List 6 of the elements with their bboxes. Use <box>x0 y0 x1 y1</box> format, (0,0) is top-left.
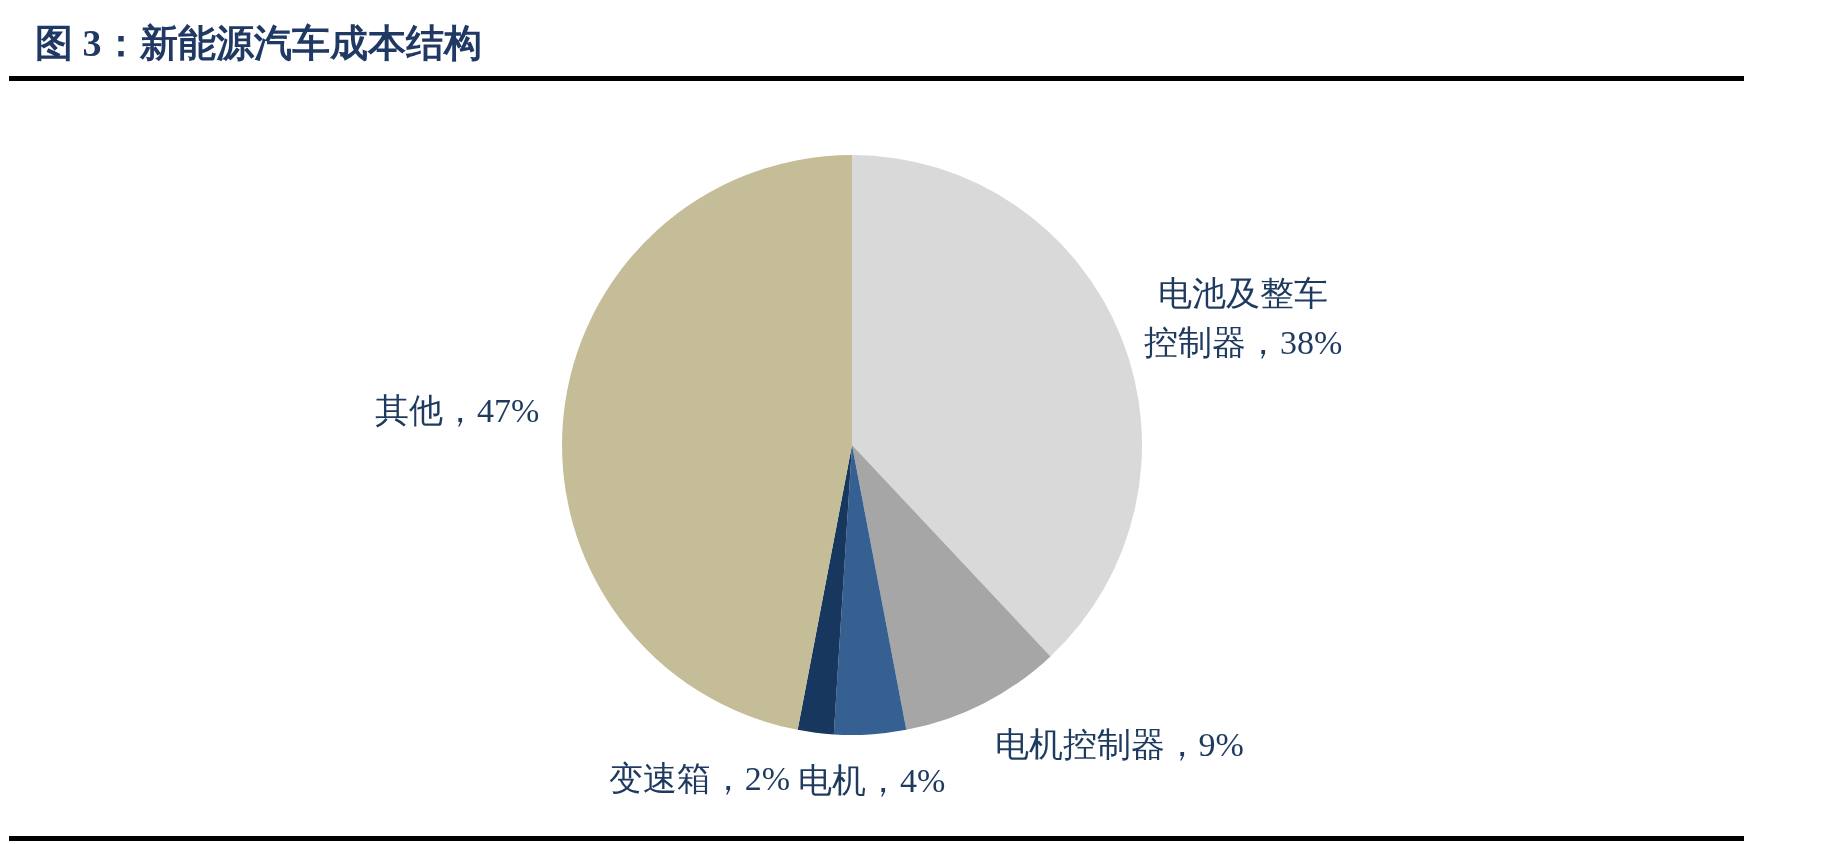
slice-label: 电机，4% <box>798 761 946 799</box>
slice-label: 其他，47% <box>375 392 540 430</box>
slice-label: 电机控制器，9% <box>994 725 1244 763</box>
slice-label: 电池及整车控制器，38% <box>1143 274 1343 361</box>
chart-title: 图 3：新能源汽车成本结构 <box>35 22 482 64</box>
slice-label: 变速箱，2% <box>608 759 791 797</box>
